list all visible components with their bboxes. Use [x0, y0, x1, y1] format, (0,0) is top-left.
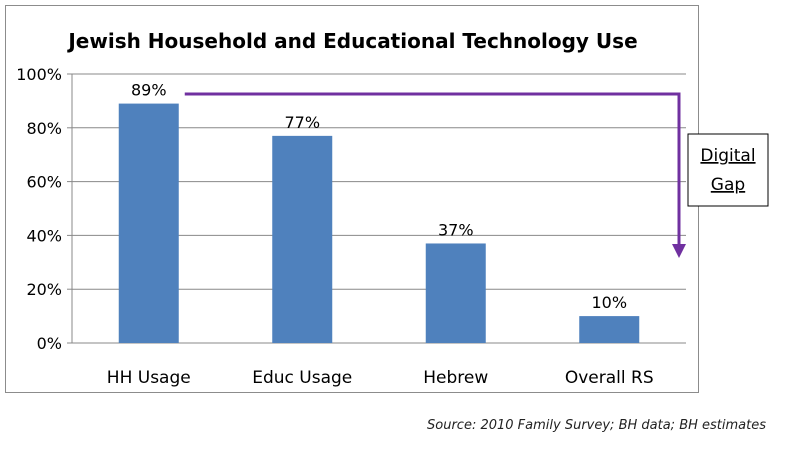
- x-category-label: Educ Usage: [252, 368, 352, 388]
- gap-arrow-line: [184, 92, 681, 244]
- bars: [118, 103, 640, 343]
- bar: [579, 316, 640, 343]
- source-note: Source: 2010 Family Survey; BH data; BH …: [427, 418, 766, 433]
- bar-data-label: 89%: [131, 81, 167, 100]
- y-tick-label: 80%: [26, 119, 62, 138]
- chart-title: Jewish Household and Educational Technol…: [66, 29, 637, 53]
- bar: [118, 103, 179, 343]
- data-labels: 89% 77% 37% 10%: [131, 81, 627, 313]
- x-category-label: Overall RS: [565, 368, 654, 388]
- y-tick-label: 100%: [16, 65, 62, 84]
- y-tick-label: 60%: [26, 173, 62, 192]
- gap-label-line2: Gap: [711, 175, 745, 195]
- digital-gap-annotation: Digital Gap: [184, 92, 769, 258]
- gap-label-box: [687, 133, 769, 207]
- gap-label-line1: Digital: [700, 146, 755, 166]
- y-tick-label: 40%: [26, 226, 62, 245]
- bar-data-label: 10%: [591, 293, 627, 312]
- gap-arrowhead: [672, 244, 686, 258]
- bar-data-label: 37%: [438, 220, 474, 239]
- bar: [425, 243, 486, 343]
- bar-data-label: 77%: [284, 113, 320, 132]
- bar: [272, 135, 333, 343]
- bar-chart: Jewish Household and Educational Technol…: [16, 29, 769, 388]
- x-category-label: Hebrew: [423, 368, 488, 388]
- y-tick-label: 0%: [37, 334, 62, 353]
- chart-frame: Jewish Household and Educational Technol…: [5, 5, 769, 393]
- y-tick-label: 20%: [26, 280, 62, 299]
- x-category-label: HH Usage: [107, 368, 191, 388]
